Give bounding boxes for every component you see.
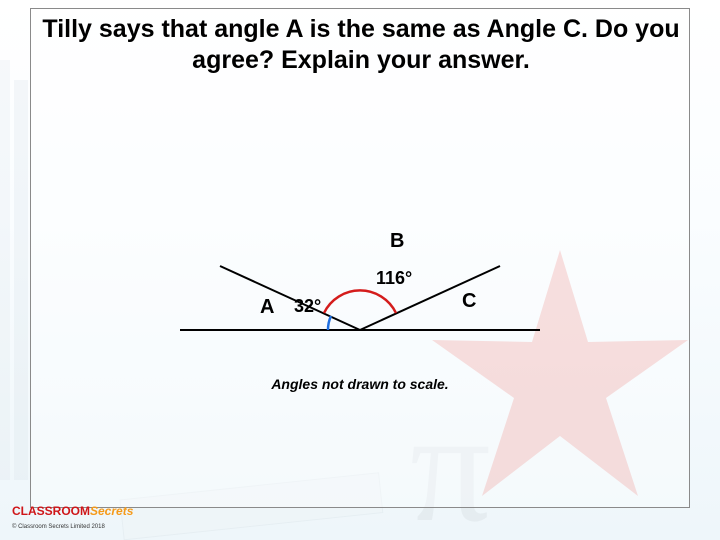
question-text: Tilly says that angle A is the same as A…: [38, 14, 684, 77]
logo: CLASSROOMSecrets: [12, 504, 133, 518]
label-116: 116°: [376, 268, 412, 289]
label-c: C: [462, 290, 476, 313]
angle-diagram: B 116° A 32° C: [160, 230, 560, 370]
logo-part1: CLASSROOM: [12, 504, 90, 518]
label-32: 32°: [294, 296, 321, 317]
logo-part2: Secrets: [90, 504, 133, 518]
slide: π Tilly says that angle A is the same as…: [0, 0, 720, 540]
copyright: © Classroom Secrets Limited 2018: [12, 524, 105, 530]
diagram-svg: [160, 230, 560, 370]
scale-note: Angles not drawn to scale.: [0, 376, 720, 392]
label-b: B: [390, 230, 404, 253]
label-a: A: [260, 296, 274, 319]
